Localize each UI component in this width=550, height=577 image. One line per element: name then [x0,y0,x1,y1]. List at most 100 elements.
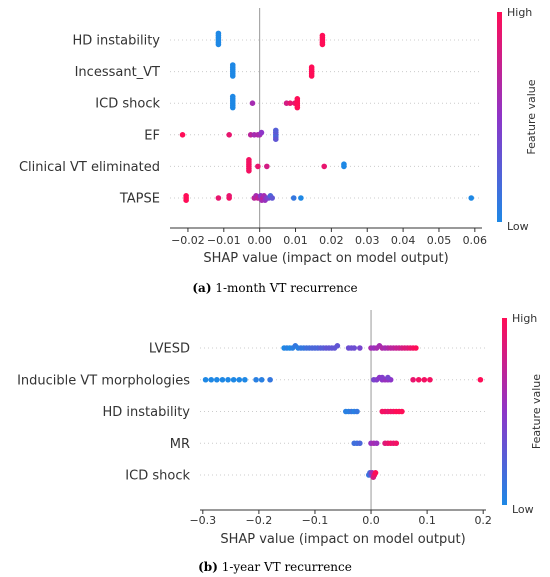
shap-point [246,168,252,174]
shap-point [294,96,301,102]
shap-point [272,136,279,142]
x-tick-label: 0.04 [391,234,416,247]
feature-label: Inducible VT morphologies [17,373,190,388]
shap-point [229,104,236,111]
feature-label: ICD shock [125,469,190,484]
x-axis-label: SHAP value (impact on model output) [203,251,448,266]
x-tick-label: 0.2 [474,514,492,527]
shap-point [357,345,363,351]
shap-point [357,440,363,447]
shap-point [215,30,222,37]
shap-point [219,376,226,383]
shap-point [410,376,416,383]
colorbar-high-label: High [507,6,532,19]
shap-point [255,163,261,170]
shap-point [385,374,391,381]
shap-point [183,197,189,203]
shap-point [341,161,347,167]
x-tick-label: −0.1 [302,514,329,527]
shap-point [179,132,186,138]
feature-label: HD instability [73,34,161,49]
colorbar-low-label: Low [512,503,534,516]
shap-point [215,41,222,48]
shap-point [229,62,236,68]
feature-label: Clinical VT eliminated [19,160,160,175]
caption-a: (a) 1-month VT recurrence [192,281,357,295]
shap-point [427,376,433,383]
shap-point [373,440,380,447]
shap-point [230,376,237,383]
shap-point [334,343,341,349]
x-tick-label: 0.05 [427,234,452,247]
x-tick-label: −0.3 [189,514,216,527]
shap-point [399,408,405,415]
x-tick-label: −0.01 [207,234,241,247]
shap-point [308,73,315,79]
shap-point [351,345,358,351]
colorbar [502,318,507,505]
shap-point [372,470,379,476]
shap-point [321,163,328,170]
shap-point [308,64,315,70]
shap-point [379,374,386,381]
shap-point [272,127,279,134]
shap-point [290,195,297,201]
x-tick-label: 0.00 [247,234,272,247]
x-tick-label: −0.2 [246,514,273,527]
shap-point [413,345,419,351]
shap-point [287,100,293,106]
shap-point [354,408,360,415]
colorbar-title: Feature value [530,374,543,449]
shap-point [246,157,252,163]
panel-a: −0.02 −0.01 0.00 0.01 0.02 0.03 0.04 0.05 0.06 SH… [19,6,538,266]
shap-point [298,195,304,201]
shap-point [202,376,209,383]
feature-label: TAPSE [119,192,160,207]
feature-label: MR [170,437,190,452]
shap-point [294,104,301,111]
shap-point [229,93,236,100]
shap-point [183,193,189,199]
shap-point [477,376,484,383]
shap-point [226,193,232,199]
feature-label: Incessant_VT [75,65,160,80]
shap-point [214,376,220,383]
shap-point [421,376,428,383]
shap-point [236,376,243,383]
shap-point [226,132,232,138]
x-tick-label: 0.1 [418,514,436,527]
shap-point [393,440,400,447]
shap-point [225,376,231,383]
shap-point [264,163,270,170]
x-axis-label: SHAP value (impact on model output) [220,532,465,547]
shap-point [253,376,259,383]
shap-point [242,376,248,383]
x-tick-label: −0.02 [171,234,205,247]
x-tick-label: 0.02 [319,234,344,247]
shap-point [319,32,326,39]
shap-point [319,41,326,48]
x-tick-label: 0.06 [463,234,488,247]
shap-point [267,376,273,383]
shap-point [249,100,256,106]
x-tick-label: 0.01 [283,234,308,247]
shap-point [215,195,222,201]
feature-label: ICD shock [95,97,160,112]
shap-point [258,376,265,383]
x-tick-label: 0.0 [362,514,380,527]
x-tick-label: 0.03 [355,234,380,247]
colorbar-low-label: Low [507,220,529,233]
shap-point [269,195,276,201]
shap-point [258,129,265,136]
colorbar-high-label: High [512,312,537,325]
colorbar [497,12,502,222]
panel-b: −0.3 −0.2 −0.1 0.0 0.1 0.2 SHAP value (impact … [17,310,543,547]
shap-point [415,376,422,383]
feature-label: EF [144,128,160,143]
shap-point [229,73,236,79]
shap-point [208,376,215,383]
feature-label: HD instability [103,405,191,420]
colorbar-title: Feature value [525,79,538,154]
shap-point [468,195,475,201]
